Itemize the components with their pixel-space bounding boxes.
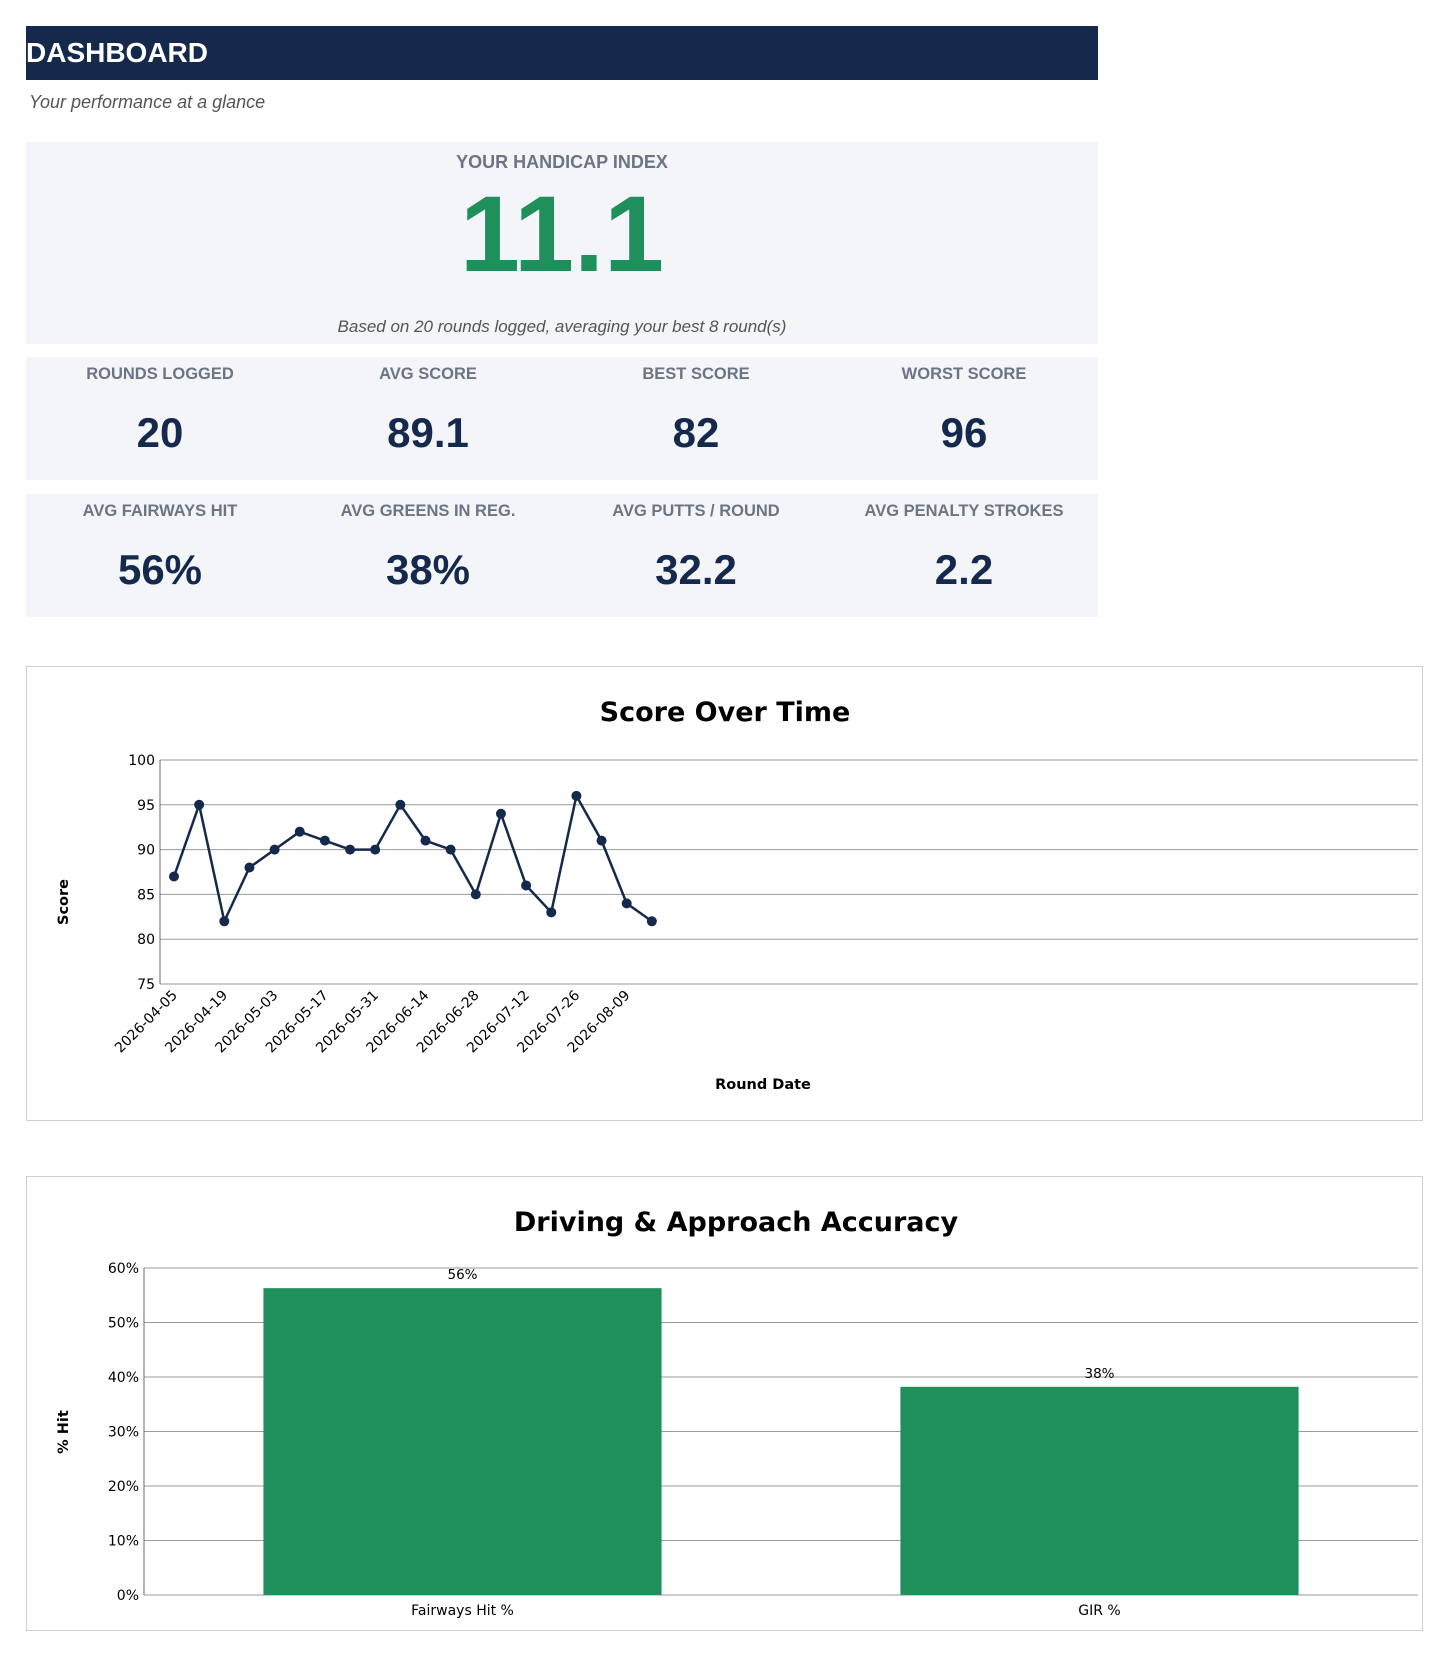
data-point xyxy=(319,835,330,846)
stat-worst-score: WORST SCORE 96 xyxy=(830,357,1098,480)
stat-avg-putts: AVG PUTTS / ROUND 32.2 xyxy=(562,494,830,617)
stat-best-score: BEST SCORE 82 xyxy=(562,357,830,480)
data-point xyxy=(621,898,632,909)
data-point xyxy=(596,835,607,846)
stat-label: AVG PENALTY STROKES xyxy=(864,502,1064,520)
data-point xyxy=(194,799,205,810)
data-point xyxy=(646,916,657,927)
y-tick-label: 95 xyxy=(137,798,155,814)
dashboard-header: DASHBOARD xyxy=(26,26,1098,80)
stat-value: 32.2 xyxy=(655,546,737,593)
data-point xyxy=(470,889,481,900)
stat-value: 56% xyxy=(117,546,203,593)
data-label: 56% xyxy=(447,1267,477,1283)
score-line xyxy=(172,794,653,923)
handicap-panel: YOUR HANDICAP INDEX 11.1 Based on 20 rou… xyxy=(26,142,1098,344)
stat-avg-penalty-strokes: AVG PENALTY STROKES 2.2 xyxy=(830,494,1098,617)
data-point xyxy=(294,826,305,837)
y-tick-label: 10% xyxy=(108,1534,139,1550)
stat-value: 96 xyxy=(940,409,988,456)
y-tick-label: 60% xyxy=(108,1261,139,1277)
y-tick-label: 30% xyxy=(108,1425,139,1441)
data-point xyxy=(546,907,557,918)
stat-value: 2.2 xyxy=(934,546,994,593)
y-tick-label: 100 xyxy=(128,753,155,769)
bar xyxy=(900,1386,1299,1595)
data-label: 38% xyxy=(1084,1366,1114,1382)
data-point xyxy=(219,916,230,927)
data-point xyxy=(571,790,582,801)
y-tick-label: 50% xyxy=(108,1316,139,1332)
data-point xyxy=(169,871,179,882)
stat-avg-fairways-hit: AVG FAIRWAYS HIT 56% xyxy=(26,494,294,617)
stat-label: AVG PUTTS / ROUND xyxy=(612,502,780,520)
page-title: DASHBOARD xyxy=(26,37,208,68)
data-point xyxy=(345,844,356,855)
handicap-label: YOUR HANDICAP INDEX xyxy=(456,152,668,172)
y-tick-label: 85 xyxy=(137,887,155,903)
stat-value: 20 xyxy=(136,409,184,456)
y-tick-label: 90 xyxy=(137,843,155,859)
page-subtitle: Your performance at a glance xyxy=(29,92,266,112)
stat-label: WORST SCORE xyxy=(901,365,1027,383)
stat-label: AVG GREENS IN REG. xyxy=(340,502,516,520)
stat-label: AVG FAIRWAYS HIT xyxy=(82,502,238,520)
data-point xyxy=(495,808,506,819)
stat-value: 89.1 xyxy=(387,409,469,456)
stat-label: BEST SCORE xyxy=(642,365,750,383)
handicap-note: Based on 20 rounds logged, averaging you… xyxy=(337,317,787,336)
bar xyxy=(263,1288,662,1595)
data-point xyxy=(244,862,255,873)
score-chart-svg: Score Over Time75808590951002026-04-0520… xyxy=(56,697,1418,1093)
score-over-time-chart: Score Over Time 75 80 85 90 95 100 2026-04-05 20… xyxy=(26,666,1423,1121)
handicap-value: 11.1 xyxy=(459,173,665,294)
data-point xyxy=(269,844,280,855)
category-label: GIR % xyxy=(1078,1603,1120,1619)
stat-rounds-logged: ROUNDS LOGGED 20 xyxy=(26,357,294,480)
data-point xyxy=(395,799,406,810)
y-axis-title: % Hit xyxy=(56,1410,72,1454)
y-axis-title: Score xyxy=(56,879,72,925)
stat-avg-score: AVG SCORE 89.1 xyxy=(294,357,562,480)
y-tick-label: 40% xyxy=(108,1370,139,1386)
y-tick-label: 75 xyxy=(137,977,155,993)
chart-title: Score Over Time xyxy=(600,697,851,728)
data-point xyxy=(521,880,532,891)
y-tick-label: 0% xyxy=(117,1588,139,1604)
data-point xyxy=(445,844,456,855)
stat-avg-greens-in-reg: AVG GREENS IN REG. 38% xyxy=(294,494,562,617)
stat-label: AVG SCORE xyxy=(379,365,477,383)
y-tick-label: 80 xyxy=(137,932,155,948)
data-point xyxy=(370,844,381,855)
x-axis-title: Round Date xyxy=(715,1077,811,1093)
accuracy-chart: Driving & Approach Accuracy 0% 10% 20% 30% 40… xyxy=(26,1176,1423,1631)
stat-value: 82 xyxy=(672,409,720,456)
stats-row-accuracy: AVG FAIRWAYS HIT 56% AVG GREENS IN REG. … xyxy=(26,494,1098,617)
stat-label: ROUNDS LOGGED xyxy=(86,365,234,383)
y-tick-label: 20% xyxy=(108,1479,139,1495)
chart-title: Driving & Approach Accuracy xyxy=(514,1207,959,1238)
category-label: Fairways Hit % xyxy=(411,1603,514,1619)
accuracy-chart-svg: Driving & Approach Accuracy 0% 10% 20% 30% 40… xyxy=(56,1207,1418,1619)
stats-row-primary: ROUNDS LOGGED 20 AVG SCORE 89.1 BEST SCO… xyxy=(26,357,1098,480)
stat-value: 38% xyxy=(385,546,471,593)
data-point xyxy=(420,835,431,846)
